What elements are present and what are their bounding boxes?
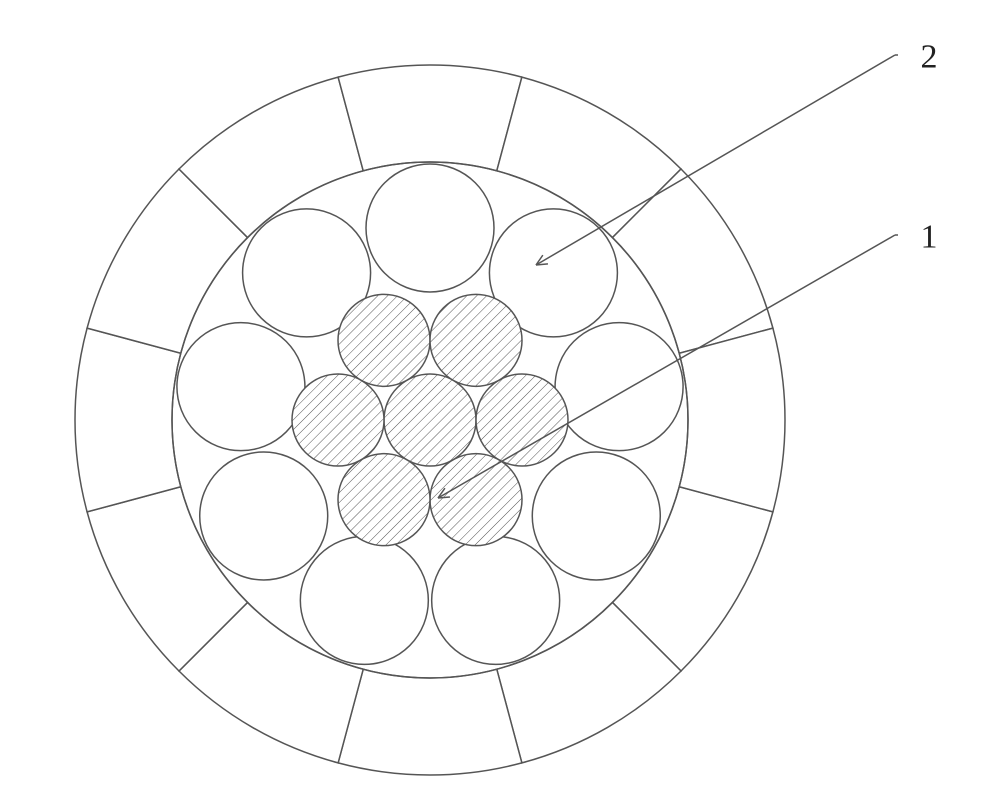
middle-strand xyxy=(555,323,683,451)
outer-segment xyxy=(338,669,522,775)
callout-label: 1 xyxy=(921,219,938,256)
cable-cross-section-diagram: 21 xyxy=(0,0,1000,795)
middle-strand xyxy=(532,452,660,580)
middle-strand xyxy=(200,452,328,580)
outer-segment xyxy=(338,65,522,171)
callout-label: 2 xyxy=(921,39,938,76)
middle-strand xyxy=(177,323,305,451)
core-strand-layer xyxy=(292,294,568,545)
outer-segment xyxy=(75,328,181,512)
middle-strand xyxy=(366,164,494,292)
outer-segment xyxy=(679,328,785,512)
middle-strand xyxy=(300,536,428,664)
middle-strand xyxy=(432,536,560,664)
